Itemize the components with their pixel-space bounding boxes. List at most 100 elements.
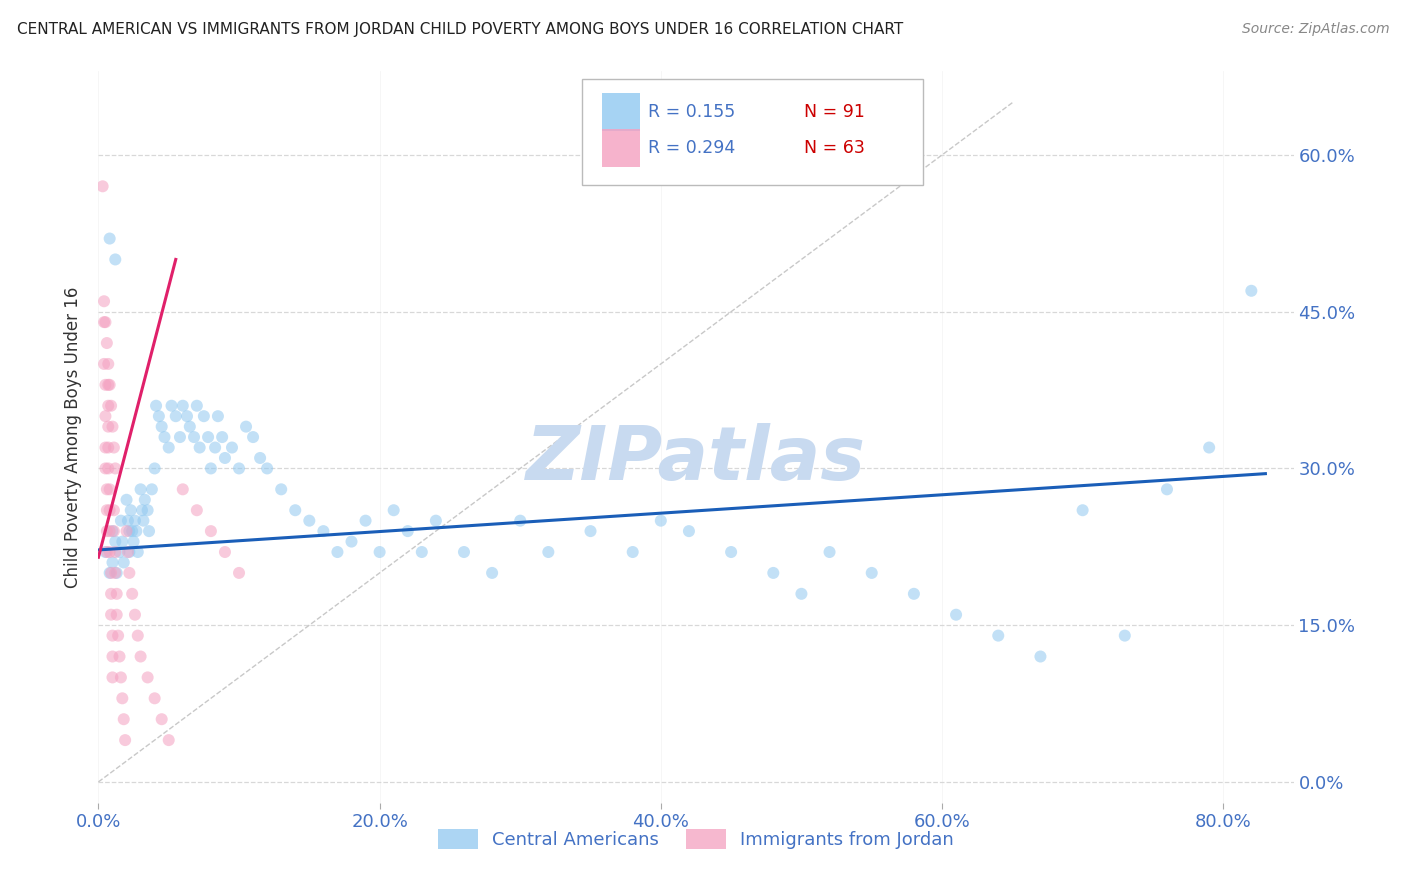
Point bbox=[134, 492, 156, 507]
Point bbox=[93, 294, 115, 309]
Point bbox=[200, 524, 222, 538]
Point bbox=[104, 252, 127, 267]
Point bbox=[143, 691, 166, 706]
Point bbox=[104, 545, 127, 559]
Point bbox=[790, 587, 813, 601]
Point bbox=[150, 712, 173, 726]
Point bbox=[903, 587, 925, 601]
Point bbox=[136, 503, 159, 517]
Point bbox=[145, 399, 167, 413]
Point bbox=[115, 524, 138, 538]
Point bbox=[110, 670, 132, 684]
Point bbox=[112, 712, 135, 726]
Point bbox=[945, 607, 967, 622]
Point bbox=[101, 556, 124, 570]
Point bbox=[678, 524, 700, 538]
Point bbox=[98, 503, 121, 517]
Point bbox=[382, 503, 405, 517]
Point bbox=[105, 566, 128, 580]
Point bbox=[138, 524, 160, 538]
Point bbox=[284, 503, 307, 517]
Point bbox=[104, 534, 127, 549]
Point bbox=[97, 357, 120, 371]
Point bbox=[818, 545, 841, 559]
Point bbox=[129, 649, 152, 664]
Point bbox=[96, 336, 118, 351]
Legend: Central Americans, Immigrants from Jordan: Central Americans, Immigrants from Jorda… bbox=[430, 822, 962, 856]
Point bbox=[153, 430, 176, 444]
Point bbox=[112, 556, 135, 570]
Point bbox=[118, 524, 141, 538]
Point bbox=[326, 545, 349, 559]
Point bbox=[368, 545, 391, 559]
Point bbox=[118, 566, 141, 580]
Point bbox=[94, 441, 117, 455]
Point bbox=[96, 524, 118, 538]
Point bbox=[1240, 284, 1263, 298]
Point bbox=[94, 461, 117, 475]
Point bbox=[172, 399, 194, 413]
Point bbox=[987, 629, 1010, 643]
Point bbox=[98, 566, 121, 580]
Point bbox=[1071, 503, 1094, 517]
Point bbox=[107, 629, 129, 643]
Point bbox=[98, 545, 121, 559]
Point bbox=[97, 461, 120, 475]
Point bbox=[132, 514, 155, 528]
FancyBboxPatch shape bbox=[582, 78, 922, 185]
Point bbox=[425, 514, 447, 528]
Point bbox=[118, 545, 141, 559]
Point bbox=[214, 545, 236, 559]
Point bbox=[98, 483, 121, 497]
Point bbox=[197, 430, 219, 444]
Point bbox=[94, 377, 117, 392]
Point bbox=[100, 607, 122, 622]
Point bbox=[103, 524, 125, 538]
FancyBboxPatch shape bbox=[602, 93, 640, 130]
Point bbox=[509, 514, 531, 528]
Point bbox=[96, 483, 118, 497]
Point bbox=[762, 566, 785, 580]
Point bbox=[110, 514, 132, 528]
Point bbox=[105, 587, 128, 601]
Point bbox=[101, 419, 124, 434]
Point bbox=[453, 545, 475, 559]
Point bbox=[579, 524, 602, 538]
Point bbox=[221, 441, 243, 455]
Point bbox=[860, 566, 883, 580]
Point bbox=[621, 545, 644, 559]
Point bbox=[172, 483, 194, 497]
Point bbox=[235, 419, 257, 434]
Point bbox=[242, 430, 264, 444]
Point bbox=[481, 566, 503, 580]
Point bbox=[98, 524, 121, 538]
Point bbox=[143, 461, 166, 475]
FancyBboxPatch shape bbox=[602, 129, 640, 167]
Point bbox=[228, 461, 250, 475]
Point bbox=[141, 483, 163, 497]
Point bbox=[200, 461, 222, 475]
Point bbox=[101, 524, 124, 538]
Point bbox=[298, 514, 321, 528]
Point bbox=[1029, 649, 1052, 664]
Point bbox=[150, 419, 173, 434]
Point bbox=[157, 441, 180, 455]
Point bbox=[186, 399, 208, 413]
Point bbox=[101, 629, 124, 643]
Point bbox=[127, 629, 149, 643]
Point bbox=[101, 649, 124, 664]
Point bbox=[193, 409, 215, 424]
Point bbox=[157, 733, 180, 747]
Point bbox=[214, 450, 236, 465]
Point bbox=[270, 483, 292, 497]
Point bbox=[108, 545, 131, 559]
Point bbox=[148, 409, 170, 424]
Point bbox=[93, 357, 115, 371]
Point bbox=[354, 514, 377, 528]
Point bbox=[93, 315, 115, 329]
Point bbox=[111, 534, 134, 549]
Point bbox=[207, 409, 229, 424]
Point bbox=[131, 503, 153, 517]
Point bbox=[97, 377, 120, 392]
Point bbox=[98, 231, 121, 245]
